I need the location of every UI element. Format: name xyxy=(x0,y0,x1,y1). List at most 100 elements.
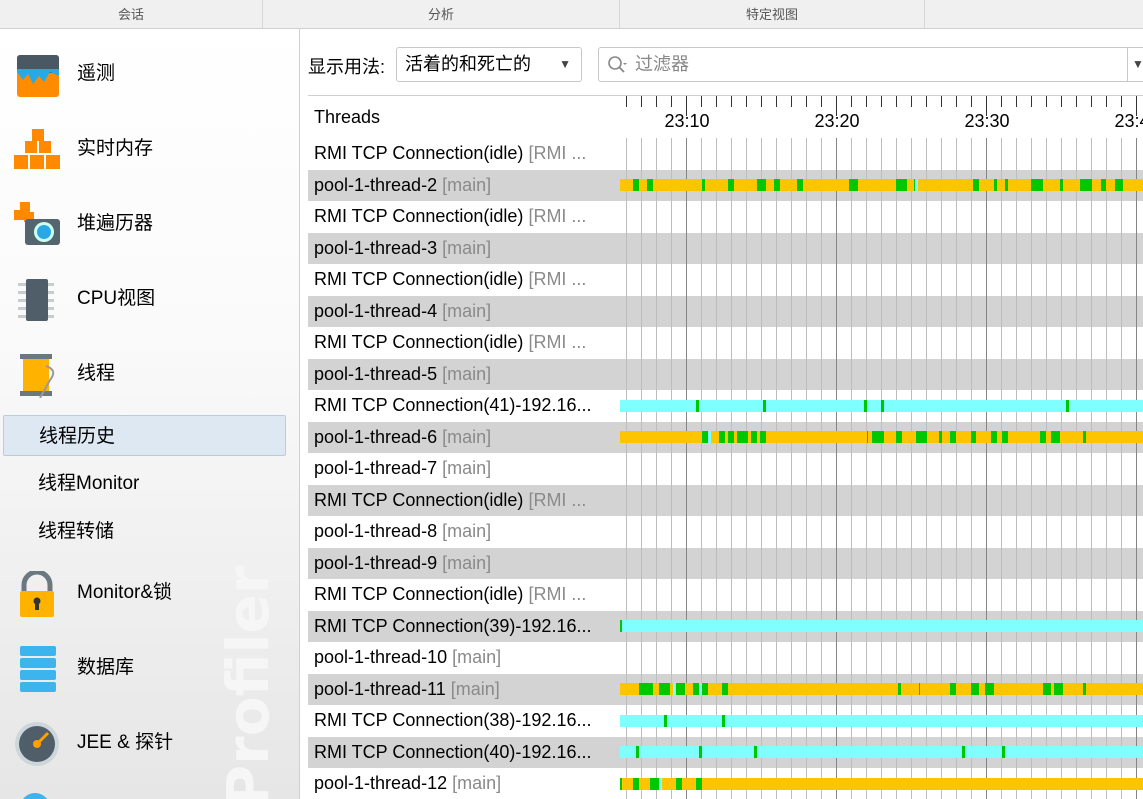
state-segment-runnable[interactable] xyxy=(1031,179,1043,192)
state-segment-runnable[interactable] xyxy=(699,746,702,759)
thread-row[interactable]: pool-1-thread-10 [main] xyxy=(308,642,1143,674)
sidebar-subitem-thread-dumps[interactable]: 线程转储 xyxy=(38,521,115,542)
state-segment-runnable[interactable] xyxy=(702,683,708,696)
state-segment-runnable[interactable] xyxy=(754,746,757,759)
state-segment-runnable[interactable] xyxy=(751,431,757,444)
sidebar-item-telemetry[interactable]: 遥测 xyxy=(0,44,290,104)
state-segment-net-io[interactable] xyxy=(699,683,702,696)
state-segment-runnable[interactable] xyxy=(676,683,685,696)
thread-row[interactable]: pool-1-thread-5 [main] xyxy=(308,358,1143,390)
state-segment-runnable[interactable] xyxy=(719,431,725,444)
state-segment-runnable[interactable] xyxy=(1083,431,1086,444)
state-segment-net-io[interactable] xyxy=(707,431,711,444)
state-segment-runnable[interactable] xyxy=(728,179,734,192)
state-segment-runnable[interactable] xyxy=(762,399,766,412)
state-segment-runnable[interactable] xyxy=(1051,431,1060,444)
state-segment-runnable[interactable] xyxy=(1002,746,1006,759)
state-segment-runnable[interactable] xyxy=(1115,179,1123,192)
state-segment-runnable[interactable] xyxy=(722,683,728,696)
state-segment-runnable[interactable] xyxy=(638,683,653,696)
thread-state-bar[interactable] xyxy=(620,714,1143,727)
state-segment-runnable[interactable] xyxy=(759,431,766,444)
tab-specific-views[interactable]: 特定视图 xyxy=(620,0,925,28)
thread-row[interactable]: pool-1-thread-3 [main] xyxy=(308,232,1143,264)
state-segment-runnable[interactable] xyxy=(938,431,942,444)
state-segment-runnable[interactable] xyxy=(918,683,921,696)
state-segment-runnable[interactable] xyxy=(1080,179,1092,192)
state-segment-runnable[interactable] xyxy=(1066,399,1069,412)
filter-options-dropdown[interactable]: ▼ xyxy=(1127,47,1143,82)
thread-row[interactable]: RMI TCP Connection(idle) [RMI ... xyxy=(308,264,1143,296)
state-segment-runnable[interactable] xyxy=(863,399,867,412)
thread-row[interactable]: RMI TCP Connection(idle) [RMI ... xyxy=(308,579,1143,611)
thread-row[interactable]: RMI TCP Connection(38)-192.16... xyxy=(308,705,1143,737)
thread-state-bar[interactable] xyxy=(620,746,1143,759)
state-segment-runnable[interactable] xyxy=(1100,179,1106,192)
state-segment-runnable[interactable] xyxy=(1060,179,1063,192)
sidebar-item-heap-walker[interactable]: 堆遍历器 xyxy=(0,194,290,254)
state-segment-runnable[interactable] xyxy=(970,431,977,444)
state-segment-runnable[interactable] xyxy=(632,179,639,192)
state-segment-runnable[interactable] xyxy=(993,179,997,192)
state-segment-runnable[interactable] xyxy=(970,683,980,696)
state-segment-runnable[interactable] xyxy=(702,431,708,444)
state-segment-runnable[interactable] xyxy=(849,179,858,192)
thread-state-bar[interactable] xyxy=(620,683,1143,696)
state-segment-runnable[interactable] xyxy=(881,399,884,412)
state-segment-runnable[interactable] xyxy=(696,399,699,412)
state-segment-runnable[interactable] xyxy=(950,431,956,444)
thread-state-bar[interactable] xyxy=(620,620,1143,633)
state-segment-runnable[interactable] xyxy=(1002,431,1008,444)
state-segment-net-io[interactable] xyxy=(658,777,662,790)
tab-session[interactable]: 会话 xyxy=(0,0,263,28)
thread-state-bar[interactable] xyxy=(620,179,1143,192)
sidebar-item-jee-probes[interactable]: JEE & 探针 xyxy=(0,713,290,773)
tab-analysis[interactable]: 分析 xyxy=(263,0,620,28)
thread-row[interactable]: pool-1-thread-4 [main] xyxy=(308,295,1143,327)
sidebar-subitem-thread-history[interactable]: 线程历史 xyxy=(3,415,286,456)
state-segment-runnable[interactable] xyxy=(895,431,903,444)
state-segment-runnable[interactable] xyxy=(1040,431,1046,444)
state-segment-runnable[interactable] xyxy=(895,179,907,192)
thread-row[interactable]: RMI TCP Connection(idle) [RMI ... xyxy=(308,201,1143,233)
state-segment-runnable[interactable] xyxy=(797,179,803,192)
state-segment-runnable[interactable] xyxy=(866,431,869,444)
state-segment-runnable[interactable] xyxy=(647,179,653,192)
state-segment-runnable[interactable] xyxy=(1054,683,1063,696)
state-segment-runnable[interactable] xyxy=(702,179,705,192)
state-segment-runnable[interactable] xyxy=(658,683,671,696)
state-segment-runnable[interactable] xyxy=(650,777,659,790)
state-segment-runnable[interactable] xyxy=(973,179,979,192)
thread-row[interactable]: RMI TCP Connection(idle) [RMI ... xyxy=(308,484,1143,516)
state-segment-runnable[interactable] xyxy=(696,777,702,790)
state-segment-runnable[interactable] xyxy=(1083,683,1086,696)
state-segment-runnable[interactable] xyxy=(1005,179,1008,192)
state-segment-runnable[interactable] xyxy=(620,777,622,790)
thread-row[interactable]: pool-1-thread-7 [main] xyxy=(308,453,1143,485)
thread-row[interactable]: RMI TCP Connection(41)-192.16... xyxy=(308,390,1143,422)
state-segment-runnable[interactable] xyxy=(722,714,726,727)
sidebar-item-cpu-views[interactable]: CPU视图 xyxy=(0,269,290,329)
sidebar-item-threads[interactable]: 线程 xyxy=(0,344,290,404)
state-segment-runnable[interactable] xyxy=(693,683,699,696)
sidebar-item-live-memory[interactable]: 实时内存 xyxy=(0,119,290,179)
state-segment-runnable[interactable] xyxy=(728,431,734,444)
thread-row[interactable]: RMI TCP Connection(idle) [RMI ... xyxy=(308,327,1143,359)
thread-row[interactable]: RMI TCP Connection(idle) [RMI ... xyxy=(308,138,1143,170)
filter-input[interactable]: 过滤器 xyxy=(598,47,1128,82)
state-segment-runnable[interactable] xyxy=(950,683,956,696)
state-segment-runnable[interactable] xyxy=(913,179,916,192)
state-segment-runnable[interactable] xyxy=(664,714,668,727)
state-segment-net-io[interactable] xyxy=(673,683,676,696)
state-segment-runnable[interactable] xyxy=(915,431,928,444)
state-segment-runnable[interactable] xyxy=(1042,683,1052,696)
state-segment-runnable[interactable] xyxy=(872,431,884,444)
sidebar-item-databases[interactable]: 数据库 xyxy=(0,638,290,698)
thread-row[interactable]: pool-1-thread-8 [main] xyxy=(308,516,1143,548)
state-segment-runnable[interactable] xyxy=(676,777,682,790)
thread-mode-select[interactable]: 活着的和死亡的 ▼ xyxy=(396,47,582,82)
thread-row[interactable]: pool-1-thread-12 [main] xyxy=(308,768,1143,799)
state-segment-runnable[interactable] xyxy=(736,431,749,444)
timeline-area[interactable]: 23:10 23:20 23:30 23:40 xyxy=(620,96,1143,799)
state-segment-runnable[interactable] xyxy=(635,746,639,759)
